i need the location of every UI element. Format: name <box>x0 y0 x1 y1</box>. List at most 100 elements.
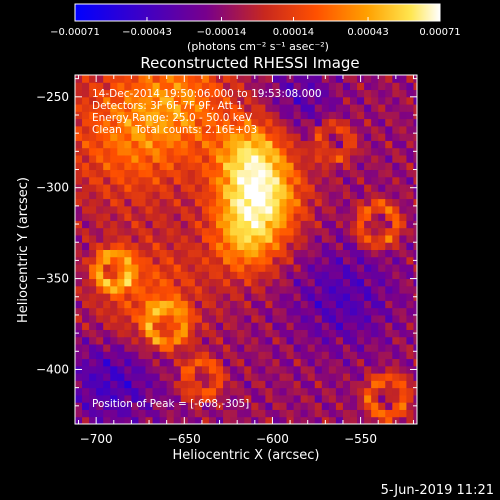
heatmap-cell <box>194 234 203 243</box>
heatmap-cell <box>328 205 337 214</box>
heatmap-cell <box>293 307 302 316</box>
heatmap-cell <box>110 264 118 272</box>
heatmap-cell <box>406 249 414 258</box>
heatmap-cell <box>293 75 302 83</box>
heatmap-cell <box>216 293 224 301</box>
heatmap-cell <box>194 416 203 424</box>
heatmap-cell <box>201 82 210 91</box>
heatmap-cell <box>364 285 372 294</box>
heatmap-cell <box>124 140 132 149</box>
heatmap-cell <box>357 242 365 250</box>
heatmap-cell <box>385 234 393 243</box>
heatmap-cell <box>335 249 344 258</box>
heatmap-cell <box>314 322 323 330</box>
heatmap-cell <box>166 213 175 221</box>
heatmap-cell <box>103 184 111 192</box>
heatmap-cell <box>131 344 139 352</box>
heatmap-cell <box>342 242 351 250</box>
heatmap-cell <box>82 242 90 250</box>
heatmap-cell <box>357 104 365 112</box>
heatmap-cell <box>314 293 323 301</box>
heatmap-cell <box>307 336 316 345</box>
heatmap-cell <box>300 322 309 330</box>
heatmap-cell <box>180 220 189 229</box>
heatmap-cell <box>272 89 280 98</box>
heatmap-cell <box>75 314 83 323</box>
heatmap-cell <box>194 154 203 163</box>
heatmap-cell <box>208 169 217 178</box>
heatmap-cell <box>208 234 217 243</box>
heatmap-cell <box>117 336 125 345</box>
heatmap-cell <box>187 125 196 134</box>
heatmap-cell <box>378 140 386 149</box>
heatmap-cell <box>293 104 302 112</box>
heatmap-cell <box>96 82 104 91</box>
heatmap-cell <box>293 271 302 280</box>
heatmap-cell <box>406 89 414 98</box>
heatmap-cell <box>335 104 344 112</box>
heatmap-cell <box>131 322 139 330</box>
colorbar-tick-label: 0.00071 <box>419 27 460 38</box>
heatmap-cell <box>82 402 90 410</box>
heatmap-cell <box>89 322 97 330</box>
heatmap-cell <box>307 387 316 396</box>
heatmap-cell <box>103 154 111 163</box>
heatmap-cell <box>89 169 97 178</box>
heatmap-cell <box>265 387 273 396</box>
heatmap-cell <box>201 307 210 316</box>
heatmap-cell <box>364 191 372 200</box>
heatmap-cell <box>89 285 97 294</box>
heatmap-cell <box>145 234 154 243</box>
heatmap-cell <box>357 118 365 127</box>
heatmap-cell <box>328 256 337 265</box>
heatmap-cell <box>258 89 266 98</box>
heatmap-cell <box>187 82 196 91</box>
heatmap-cell <box>194 409 203 418</box>
heatmap-cell <box>244 125 252 134</box>
heatmap-cell <box>75 285 83 294</box>
heatmap-cell <box>187 154 196 163</box>
heatmap-cell <box>117 118 125 127</box>
heatmap-cell <box>265 118 273 127</box>
heatmap-cell <box>96 365 104 374</box>
heatmap-cell <box>187 133 196 141</box>
heatmap-cell <box>124 118 132 127</box>
heatmap-cell <box>258 264 266 272</box>
heatmap-cell <box>378 147 386 156</box>
heatmap-cell <box>131 256 139 265</box>
heatmap-cell <box>328 176 337 185</box>
heatmap-cell <box>350 75 358 83</box>
heatmap-cell <box>300 249 309 258</box>
heatmap-cell <box>413 162 417 171</box>
heatmap-cell <box>223 300 231 309</box>
heatmap-cell <box>117 169 125 178</box>
heatmap-cell <box>385 278 393 287</box>
heatmap-cell <box>342 111 351 120</box>
heatmap-cell <box>265 293 273 301</box>
heatmap-cell <box>201 213 210 221</box>
heatmap-cell <box>96 344 104 352</box>
heatmap-cell <box>251 285 259 294</box>
heatmap-cell <box>328 133 337 141</box>
heatmap-cell <box>258 75 266 83</box>
heatmap-cell <box>286 213 295 221</box>
heatmap-cell <box>286 220 295 229</box>
heatmap-cell <box>110 184 118 192</box>
heatmap-cell <box>399 264 407 272</box>
heatmap-cell <box>103 285 111 294</box>
heatmap-cell <box>194 89 203 98</box>
heatmap-cell <box>314 234 323 243</box>
heatmap-cell <box>187 205 196 214</box>
heatmap-cell <box>131 125 139 134</box>
heatmap-cell <box>166 133 175 141</box>
heatmap-cell <box>265 162 273 171</box>
heatmap-cell <box>96 264 104 272</box>
heatmap-cell <box>279 133 288 141</box>
heatmap-cell <box>300 133 309 141</box>
heatmap-cell <box>335 329 344 338</box>
heatmap-cell <box>194 75 203 83</box>
heatmap-cell <box>328 264 337 272</box>
heatmap-cell <box>82 118 90 127</box>
heatmap-cell <box>342 213 351 221</box>
heatmap-cell <box>258 242 266 250</box>
